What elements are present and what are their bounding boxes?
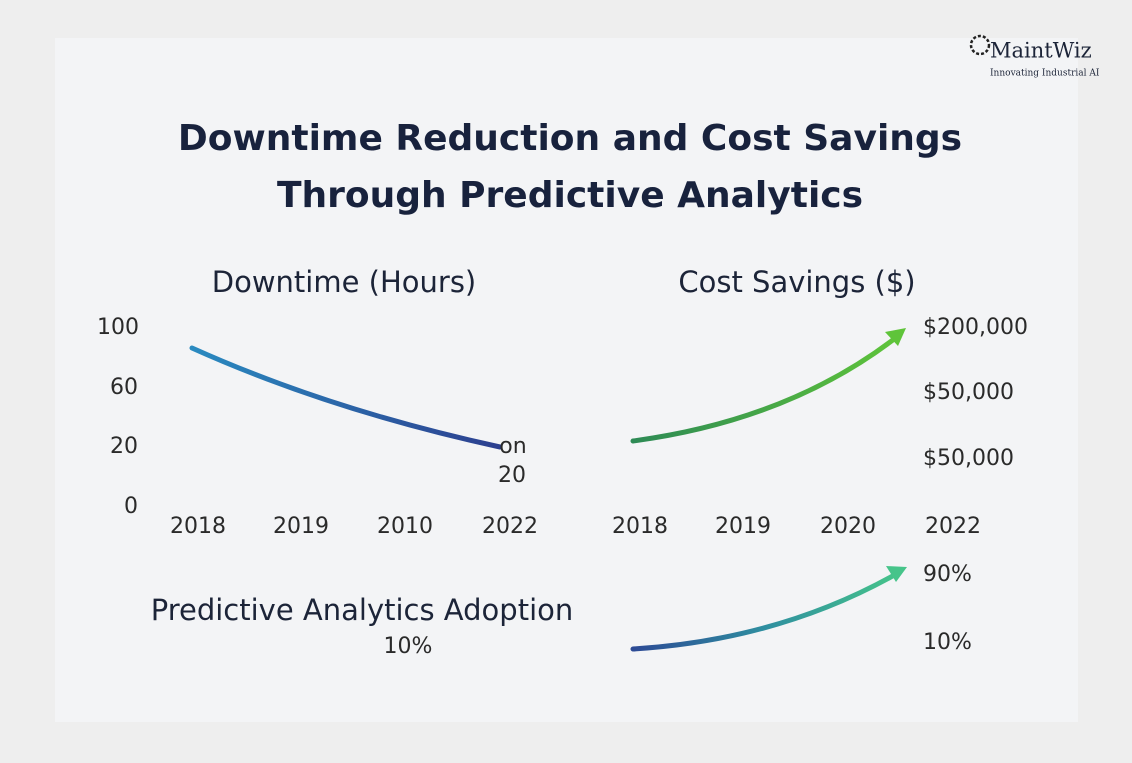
x-label: 2019: [715, 514, 771, 539]
logo: MaintWiz Innovating Industrial AI: [969, 34, 1100, 79]
logo-tagline: Innovating Industrial AI: [990, 69, 1100, 79]
y-label: $50,000: [923, 380, 1014, 405]
x-label: 2022: [925, 514, 981, 539]
y-label: 60: [110, 375, 138, 400]
y-label: 100: [97, 315, 139, 340]
y-label: 90%: [923, 562, 972, 587]
arrow-head: [886, 566, 907, 582]
y-label: $200,000: [923, 315, 1028, 340]
end-label: 20: [498, 463, 526, 488]
x-label: 2019: [273, 514, 329, 539]
x-label: 2018: [170, 514, 226, 539]
x-label: 2010: [377, 514, 433, 539]
start-label: 10%: [384, 634, 433, 659]
arrow-head: [885, 328, 906, 346]
trend-arrow: [630, 333, 901, 444]
logo-gear: [969, 34, 991, 56]
x-label: 2018: [612, 514, 668, 539]
y-label: 10%: [923, 630, 972, 655]
y-label: 0: [124, 494, 138, 519]
panel: [55, 38, 1078, 722]
trend-arrow: [630, 570, 901, 652]
y-label: 20: [110, 434, 138, 459]
x-label: 2022: [482, 514, 538, 539]
logo-name: MaintWiz: [990, 39, 1092, 63]
trend-curve: [189, 345, 503, 450]
title-line: Through Predictive Analytics: [277, 175, 863, 216]
x-label: 2020: [820, 514, 876, 539]
panel-heading: Predictive Analytics Adoption: [151, 593, 574, 627]
panel-heading: Cost Savings ($): [678, 265, 915, 299]
end-label: on: [499, 434, 526, 459]
y-label: $50,000: [923, 446, 1014, 471]
panel-heading: Downtime (Hours): [212, 265, 477, 299]
title-line: Downtime Reduction and Cost Savings: [178, 118, 962, 159]
